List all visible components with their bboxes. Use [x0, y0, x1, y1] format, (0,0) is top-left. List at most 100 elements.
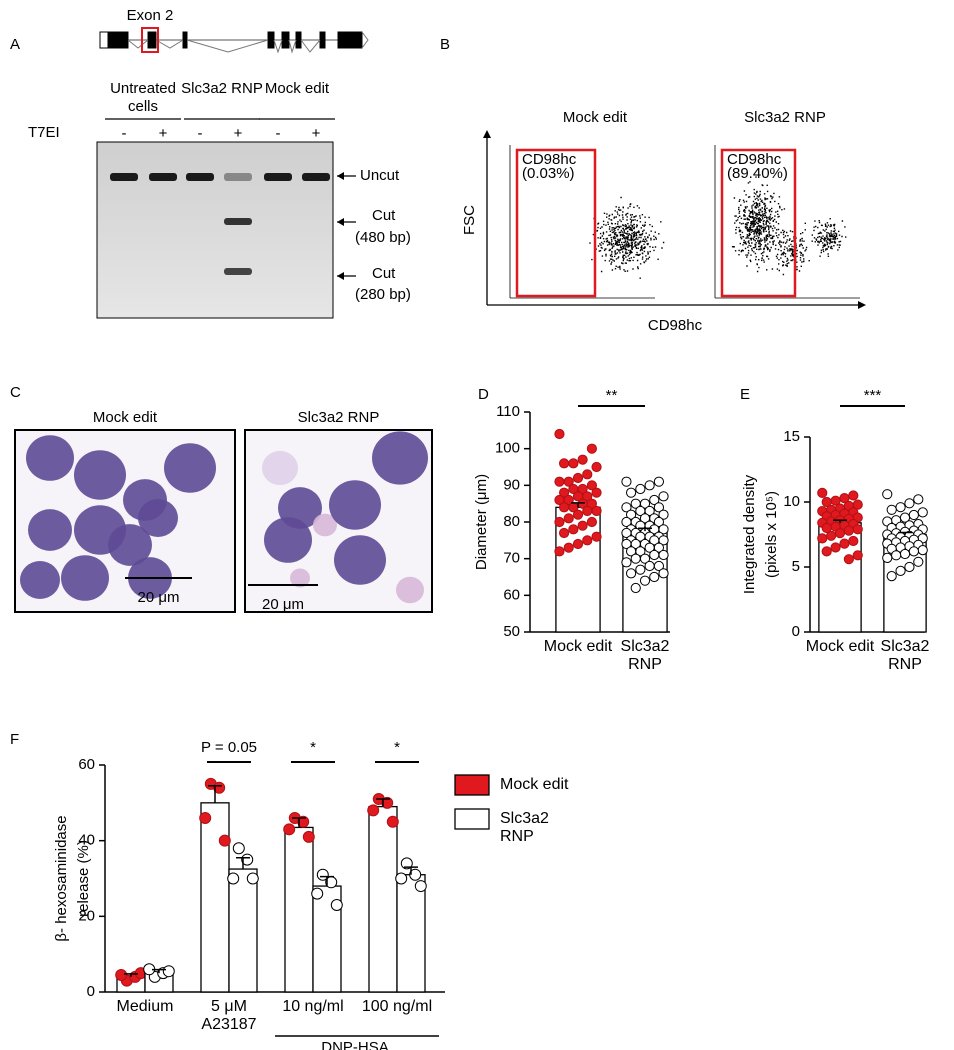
data-point	[895, 502, 906, 513]
band-label: (480 bp)	[355, 229, 411, 246]
cell	[372, 431, 428, 485]
x-tick-label: Medium	[116, 998, 174, 1015]
y-tick-label: 20	[78, 907, 95, 924]
data-point	[400, 857, 413, 870]
lane-group-label: Untreated cells	[110, 80, 176, 115]
x-tick-label: 100 ng/ml	[361, 998, 433, 1015]
error-bar	[320, 875, 334, 887]
exon	[107, 31, 129, 49]
x-tick-label: 10 ng/ml	[282, 998, 344, 1015]
data-point	[882, 489, 893, 500]
lane-group-label: Mock edit	[264, 80, 330, 97]
data-point	[913, 494, 924, 505]
data-point	[621, 476, 632, 487]
y-tick-label: 10	[783, 493, 800, 510]
data-point	[653, 516, 665, 528]
arrow-head	[858, 301, 866, 309]
lane-sign: -	[122, 125, 127, 142]
exon	[267, 31, 275, 49]
error-bar	[292, 817, 306, 828]
data-point	[386, 815, 399, 828]
data-point	[577, 520, 588, 531]
panel-letter: F	[10, 731, 19, 748]
gel-band	[224, 268, 252, 275]
gate	[720, 148, 797, 298]
y-tick-label: 40	[78, 832, 95, 849]
data-point	[330, 898, 343, 911]
gate-label: CD98hc	[727, 151, 782, 168]
data-point	[213, 781, 226, 794]
data-point	[621, 502, 632, 513]
gel-band	[264, 173, 292, 181]
data-point	[302, 830, 315, 843]
cell	[262, 450, 298, 486]
data-point	[649, 524, 660, 535]
data-point	[577, 454, 588, 465]
cell	[334, 535, 386, 585]
gel-band	[224, 173, 252, 181]
gel-band	[110, 173, 138, 181]
data-point	[899, 548, 911, 560]
lane-sign: +	[312, 125, 321, 142]
axis-label: CD98hc	[648, 317, 703, 334]
error-bar	[898, 531, 912, 535]
data-point	[644, 560, 655, 572]
axis-label: FSC	[461, 205, 478, 235]
cell	[329, 480, 381, 530]
panel-letter: B	[440, 36, 450, 53]
cell	[138, 499, 178, 537]
gate	[515, 148, 597, 298]
data-point	[115, 968, 128, 981]
gate-pct: (89.40%)	[727, 165, 788, 182]
data-point	[886, 504, 897, 515]
data-point	[839, 538, 850, 549]
data-point	[852, 524, 863, 535]
data-point	[649, 535, 660, 546]
panel-letter: A	[10, 36, 20, 53]
data-point	[917, 545, 928, 556]
data-point	[568, 458, 579, 469]
cell	[108, 524, 152, 566]
significance-label: **	[606, 387, 618, 404]
lane-sign: -	[198, 125, 203, 142]
y-axis-label: β- hexosaminidase	[53, 815, 70, 941]
data-point	[882, 552, 893, 564]
cell	[61, 555, 109, 601]
data-point	[591, 531, 602, 542]
exon	[182, 31, 188, 49]
y-tick-label: 0	[792, 623, 800, 640]
data-point	[563, 513, 574, 524]
data-point	[904, 561, 915, 573]
scale-label: 20 μm	[262, 596, 304, 613]
gel	[96, 141, 334, 319]
data-point	[848, 490, 859, 501]
data-point	[572, 538, 584, 550]
data-point	[826, 530, 837, 541]
data-point	[409, 868, 422, 881]
data-point	[658, 549, 669, 561]
significance-label: *	[394, 739, 400, 756]
image-title: Mock edit	[93, 409, 158, 426]
cell	[20, 561, 60, 599]
data-point	[582, 469, 593, 480]
arrow-head	[337, 172, 344, 180]
data-point	[817, 487, 828, 498]
data-point	[554, 494, 565, 506]
band-label: Cut	[372, 265, 396, 282]
gel-band	[149, 173, 177, 181]
data-point	[630, 582, 641, 594]
data-point	[621, 527, 632, 539]
exon-label: Exon 2	[127, 7, 174, 24]
data-point	[227, 872, 240, 885]
data-point	[162, 965, 175, 978]
data-point	[886, 571, 897, 582]
data-point	[895, 565, 906, 577]
error-bar	[376, 798, 390, 807]
cell	[264, 517, 312, 563]
x-tick-label: 5 μM A23187	[201, 998, 257, 1033]
data-point	[843, 554, 854, 565]
data-point	[625, 568, 637, 579]
data-point	[635, 531, 646, 542]
data-point	[653, 502, 665, 513]
x-tick-label: Slc3a2 RNP	[620, 638, 670, 673]
